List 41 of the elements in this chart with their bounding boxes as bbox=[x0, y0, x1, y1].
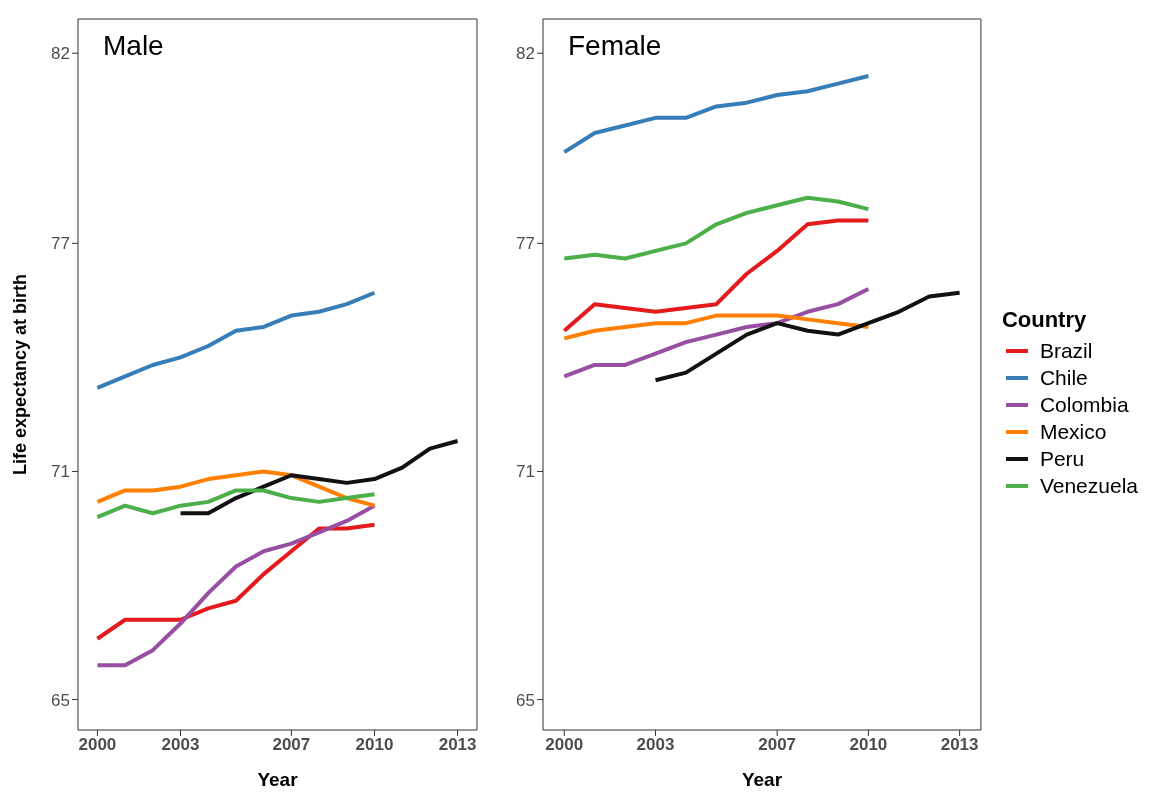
y-tick-label: 65 bbox=[516, 690, 535, 710]
line-series bbox=[95, 469, 377, 508]
legend-title: Country bbox=[1001, 307, 1088, 333]
line-series bbox=[178, 439, 460, 516]
x-axis-title: Year bbox=[741, 769, 783, 790]
y-tick-label: 77 bbox=[51, 234, 70, 254]
x-tick-label: 2010 bbox=[849, 735, 888, 755]
line-series bbox=[653, 290, 962, 383]
x-tick-label: 2007 bbox=[758, 735, 797, 755]
y-tick-label: 82 bbox=[51, 44, 70, 64]
y-tick-label: 77 bbox=[516, 234, 535, 254]
legend-label: Venezuela bbox=[1039, 473, 1138, 498]
x-tick-label: 2003 bbox=[636, 735, 675, 755]
legend-label: Colombia bbox=[1039, 392, 1129, 417]
legend-label: Brazil bbox=[1039, 338, 1093, 363]
line-series bbox=[562, 313, 871, 341]
y-tick-label: 71 bbox=[516, 462, 535, 482]
line-series bbox=[562, 74, 871, 155]
y-axis-title: Life expectancy at birth bbox=[10, 273, 31, 476]
y-tick-label: 65 bbox=[51, 690, 70, 710]
x-tick-label: 2000 bbox=[78, 735, 117, 755]
x-tick-label: 2013 bbox=[438, 735, 477, 755]
y-tick-label: 82 bbox=[516, 44, 535, 64]
chart-title: Male bbox=[103, 30, 164, 62]
line-series bbox=[562, 218, 871, 333]
x-axis-title: Year bbox=[257, 769, 299, 790]
legend-label: Mexico bbox=[1039, 419, 1107, 444]
legend-label: Peru bbox=[1039, 446, 1085, 471]
x-tick-label: 2007 bbox=[272, 735, 311, 755]
line-series bbox=[562, 195, 871, 261]
line-series bbox=[562, 286, 871, 379]
y-tick-label: 71 bbox=[51, 462, 70, 482]
x-tick-label: 2003 bbox=[161, 735, 200, 755]
chart-title: Female bbox=[568, 30, 662, 62]
x-tick-label: 2000 bbox=[545, 735, 584, 755]
line-series bbox=[95, 488, 377, 520]
line-series bbox=[95, 503, 377, 668]
x-tick-label: 2010 bbox=[355, 735, 394, 755]
x-tick-label: 2013 bbox=[940, 735, 979, 755]
legend-label: Chile bbox=[1039, 365, 1088, 390]
line-series bbox=[95, 290, 377, 390]
